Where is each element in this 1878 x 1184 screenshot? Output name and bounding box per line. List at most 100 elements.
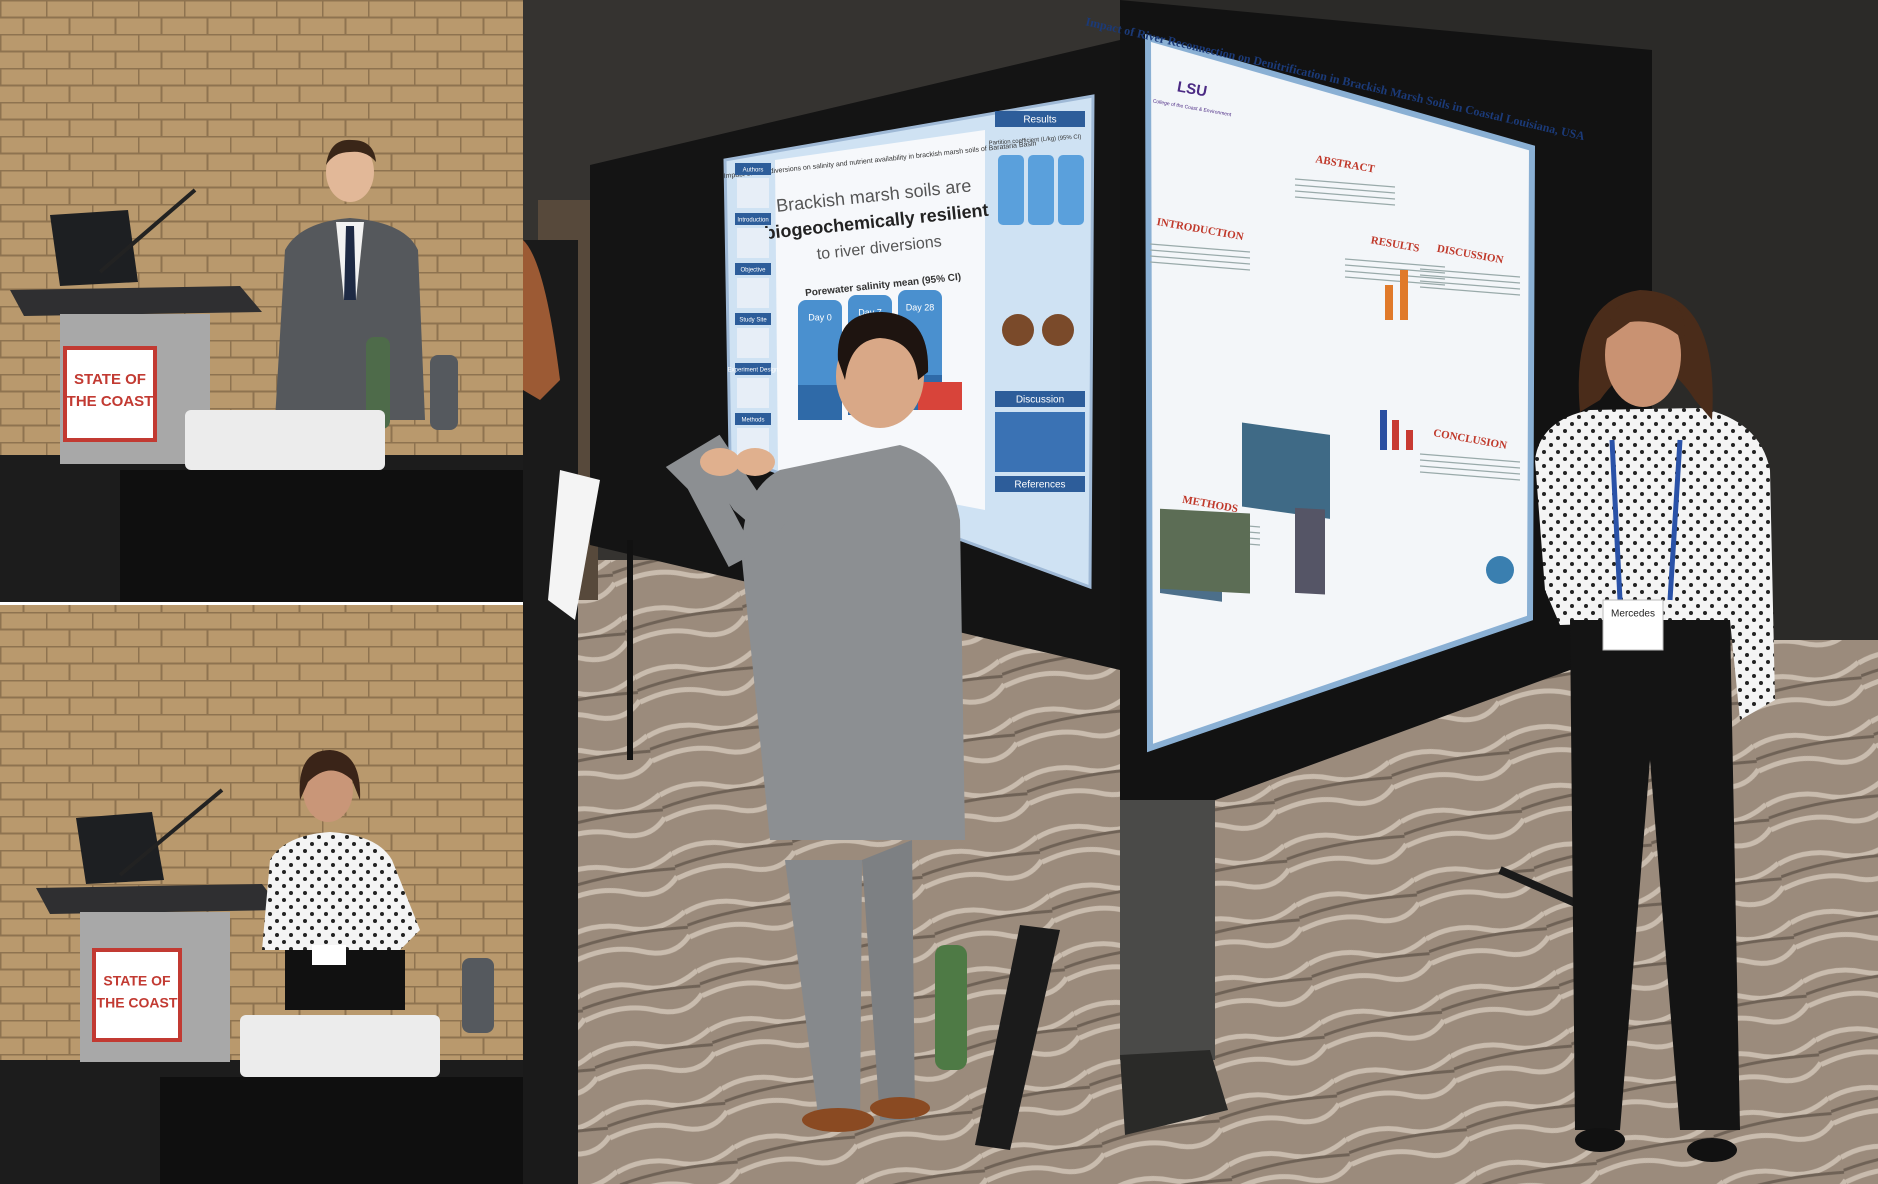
head	[326, 142, 374, 202]
section-header	[995, 111, 1085, 127]
text-line	[1419, 459, 1521, 469]
day-label: Day 7	[858, 307, 882, 317]
shoe	[1120, 1050, 1228, 1135]
soil-core	[1002, 314, 1034, 346]
section-body	[737, 228, 769, 258]
text-line	[1294, 184, 1396, 194]
suit	[741, 445, 965, 840]
text-line	[1419, 268, 1521, 278]
head	[1605, 303, 1681, 407]
laptop	[76, 812, 164, 884]
discussion-body	[995, 412, 1085, 472]
section-label: Authors	[743, 168, 764, 174]
section-header	[735, 413, 771, 425]
cylinder-soil	[798, 385, 842, 420]
shoe	[802, 1108, 874, 1132]
section-label: Methods	[741, 418, 764, 424]
cylinder	[1058, 155, 1084, 225]
cylinder-salt	[918, 382, 962, 410]
section-header	[995, 476, 1085, 492]
panel-poster-man: Impact of river diversions on salinity a…	[523, 0, 1120, 1184]
bar-graphic	[1385, 285, 1393, 320]
hair	[299, 750, 361, 800]
text-line	[1149, 243, 1251, 253]
person-left	[1120, 800, 1215, 1060]
cylinder	[1028, 155, 1054, 225]
trousers	[785, 860, 862, 1130]
board-leg	[1498, 866, 1582, 909]
head	[836, 324, 924, 428]
section-header	[735, 213, 771, 225]
poster-logo: LSU	[1176, 79, 1208, 101]
divider	[0, 602, 523, 605]
text-line	[1149, 261, 1251, 271]
hair	[523, 240, 560, 400]
hair	[837, 312, 929, 380]
text-line	[1294, 196, 1396, 206]
shoe	[1575, 1128, 1625, 1152]
papers	[548, 470, 600, 620]
bar-graphic	[1400, 270, 1408, 320]
lanyard	[1667, 439, 1683, 601]
section-header	[735, 163, 771, 175]
section-label: Study Site	[739, 318, 767, 324]
bottle	[935, 945, 967, 1070]
section-body	[737, 178, 769, 208]
map	[1242, 422, 1330, 519]
hair	[1605, 294, 1685, 340]
section-label: Discussion	[1016, 395, 1064, 406]
sign	[63, 346, 157, 442]
text-line	[1344, 264, 1446, 274]
photo	[1160, 508, 1250, 594]
panel-speaker-man: STATE OF THE COAST	[0, 0, 523, 602]
text-line	[1419, 465, 1521, 475]
badge-name: Mercedes	[1611, 609, 1655, 620]
text-line	[1419, 286, 1521, 296]
trousers	[862, 840, 915, 1120]
panel-speaker-woman: STATE OF THE COAST	[0, 605, 523, 1184]
section-body	[737, 378, 769, 408]
day-label: Day 28	[906, 302, 935, 312]
hand	[700, 448, 740, 476]
section-label: Experiment Design	[728, 368, 779, 374]
section-header	[995, 391, 1085, 407]
microphone	[98, 188, 197, 274]
lanyard	[1609, 439, 1623, 601]
sign	[92, 948, 182, 1042]
bar-graphic	[1406, 430, 1413, 450]
text-line	[1419, 453, 1521, 463]
table	[120, 470, 523, 602]
podium-top	[10, 286, 262, 316]
bar-graphic	[1392, 420, 1399, 450]
section-label: Introduction	[737, 218, 768, 224]
person-left	[523, 240, 578, 1184]
section-label: Results	[1023, 115, 1056, 126]
pants	[1570, 620, 1740, 1130]
section-body	[737, 328, 769, 358]
photo	[1295, 507, 1325, 595]
bottle	[462, 958, 494, 1033]
shoe	[1687, 1138, 1737, 1162]
logo-seal	[1486, 556, 1514, 584]
bar-graphic	[1380, 410, 1387, 450]
badge	[312, 945, 346, 965]
microphone	[118, 788, 224, 877]
section-label: References	[1014, 480, 1065, 491]
soil-core	[1042, 314, 1074, 346]
hand	[735, 448, 775, 476]
sign-line: STATE OF	[103, 973, 171, 989]
laptop	[50, 210, 138, 286]
table	[160, 1077, 523, 1184]
blouse	[262, 832, 420, 950]
text-line	[1294, 178, 1396, 188]
text-line	[1294, 190, 1396, 200]
projector	[185, 410, 385, 470]
sign-line: THE COAST	[97, 995, 178, 1011]
hair	[326, 139, 376, 165]
cylinder	[998, 155, 1024, 225]
panel-poster-woman: Impact of River Reconnection on Denitrif…	[1084, 0, 1878, 1184]
blouse	[1535, 408, 1775, 720]
shoe	[870, 1097, 930, 1119]
